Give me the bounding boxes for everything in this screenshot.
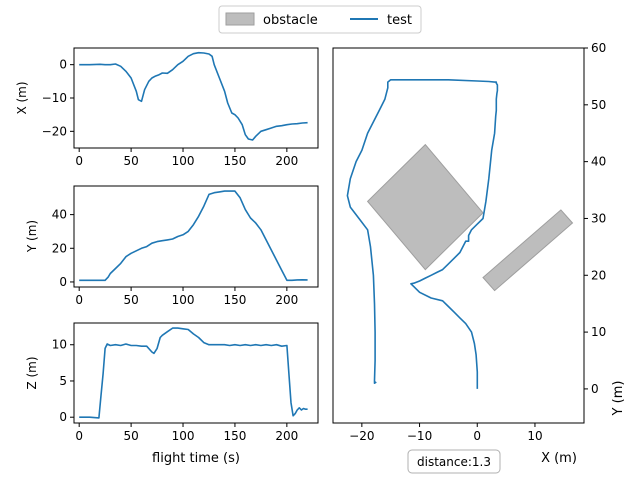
legend-test-label: test [387,13,412,28]
xy-trajectory-xtick-label: −10 [407,429,432,443]
z-vs-time-ytick-label: 0 [59,410,67,424]
distance-annotation-text: distance:1.3 [417,455,491,469]
y-vs-time-xtick-label: 0 [75,293,83,307]
xy-trajectory-ytick-label: 10 [591,325,606,339]
z-vs-time-xtick-label: 100 [172,429,195,443]
y-vs-time-panel: Y (m) 0 50 100 150 200 0 20 40 [25,185,319,307]
distance-annotation: distance:1.3 [407,449,501,474]
xy-trajectory-obstacle-1 [482,209,574,292]
xy-trajectory-xtick-label: −20 [349,429,374,443]
xy-trajectory-ytick-label: 30 [591,211,606,225]
xy-trajectory-xlabel: X (m) [541,451,577,466]
z-vs-time-ytick-label: 10 [52,338,67,352]
x-vs-time-xtick-label: 200 [275,154,298,168]
xy-trajectory-xtick-label: 0 [473,429,481,443]
distance-annotation-box [407,449,501,474]
xy-trajectory-series-line [346,79,499,389]
xy-trajectory-ytick-label: 20 [591,268,606,282]
z-vs-time-panel: Z (m) flight time (s) 0 50 100 150 200 0 5 10 [25,322,319,466]
xy-trajectory-ytick-label: 50 [591,98,606,112]
y-vs-time-xtick-label: 50 [123,293,138,307]
z-vs-time-series-line [79,327,308,419]
z-vs-time-xtick-label: 50 [123,429,138,443]
legend-obstacle-swatch [225,12,255,26]
x-vs-time-panel: X (m) 0 50 100 150 200 −20 −10 0 [15,47,319,168]
y-vs-time-xtick-label: 100 [172,293,195,307]
xy-trajectory-axes-frame [332,47,585,424]
xy-trajectory-panel: Y (m) X (m) −20 −10 0 10 0 10 20 30 40 50 60 [332,41,626,466]
x-vs-time-xtick-label: 100 [172,154,195,168]
y-vs-time-axes-frame [73,185,319,288]
z-vs-time-xtick-label: 200 [275,429,298,443]
y-vs-time-series-line [79,190,308,282]
z-vs-time-ylabel: Z (m) [25,356,39,389]
legend-frame [218,5,422,34]
z-vs-time-xtick-label: 0 [75,429,83,443]
z-vs-time-axes-frame [73,322,319,424]
y-vs-time-ytick-label: 20 [52,241,67,255]
y-vs-time-ytick-label: 0 [59,275,67,289]
legend: obstacle test [218,5,422,34]
xy-trajectory-ytick-label: 60 [591,41,606,55]
x-vs-time-xtick-label: 0 [75,154,83,168]
xy-trajectory-ytick-label: 0 [591,382,599,396]
x-vs-time-ytick-label: 0 [59,58,67,72]
y-vs-time-ylabel: Y (m) [25,220,39,253]
xy-trajectory-ytick-label: 40 [591,155,606,169]
x-vs-time-ylabel: X (m) [15,81,29,114]
z-vs-time-xtick-label: 150 [223,429,246,443]
x-vs-time-xtick-label: 150 [223,154,246,168]
xy-trajectory-obstacle-0 [366,143,484,271]
legend-obstacle-label: obstacle [263,13,318,28]
y-vs-time-xtick-label: 200 [275,293,298,307]
y-vs-time-xtick-label: 150 [223,293,246,307]
x-vs-time-xtick-label: 50 [123,154,138,168]
x-vs-time-ytick-label: −10 [42,91,67,105]
x-vs-time-ytick-label: −20 [42,124,67,138]
xy-trajectory-xtick-label: 10 [527,429,542,443]
xy-trajectory-ylabel: Y (m) [611,381,626,417]
z-vs-time-xlabel: flight time (s) [152,451,240,466]
y-vs-time-ytick-label: 40 [52,208,67,222]
x-vs-time-series-line [79,51,308,141]
z-vs-time-ytick-label: 5 [59,374,67,388]
